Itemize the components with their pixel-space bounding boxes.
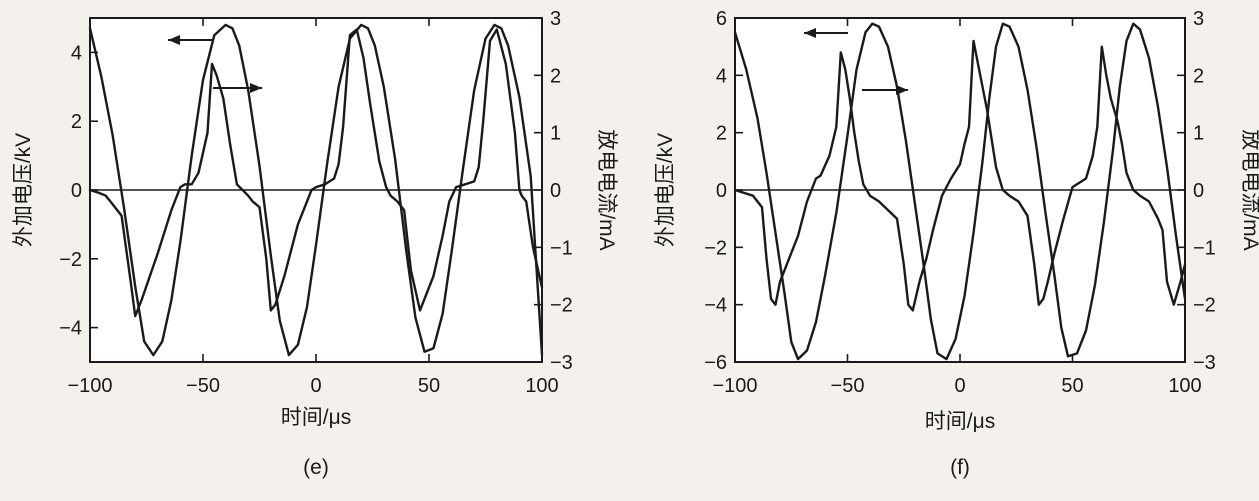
x-tick-label: 50 bbox=[1061, 375, 1083, 397]
series-line-current bbox=[733, 39, 1187, 312]
y-right-tick-label: −1 bbox=[1193, 237, 1216, 259]
y-right-tick-label: −1 bbox=[550, 237, 573, 259]
x-tick-label: −100 bbox=[67, 375, 112, 397]
x-tick-label: 0 bbox=[310, 375, 321, 397]
y-left-tick-label: 4 bbox=[71, 42, 82, 64]
y-left-axis-label: 外加电压/kV bbox=[654, 133, 677, 247]
series-line-voltage bbox=[88, 23, 544, 357]
y-right-tick-label: 0 bbox=[1193, 180, 1204, 202]
x-tick-label: −100 bbox=[712, 375, 757, 397]
y-right-tick-label: −3 bbox=[1193, 352, 1216, 374]
x-axis-label: 时间/μs bbox=[281, 406, 351, 429]
y-right-tick-label: 1 bbox=[550, 123, 561, 145]
panel-label: (f) bbox=[950, 456, 970, 479]
y-left-tick-label: −2 bbox=[704, 237, 727, 259]
y-right-tick-label: −2 bbox=[550, 295, 573, 317]
y-right-tick-label: −3 bbox=[550, 352, 573, 374]
y-right-tick-label: −2 bbox=[1193, 295, 1216, 317]
y-left-tick-label: 4 bbox=[716, 65, 727, 87]
y-left-tick-label: 0 bbox=[71, 180, 82, 202]
y-left-tick-label: 2 bbox=[716, 123, 727, 145]
panel-label: (e) bbox=[303, 456, 329, 479]
y-right-tick-label: 1 bbox=[1193, 123, 1204, 145]
y-left-tick-label: −6 bbox=[704, 352, 727, 374]
series-line-current bbox=[88, 28, 544, 318]
y-right-tick-label: 0 bbox=[550, 180, 561, 202]
y-right-axis-label: 放电电流/mA bbox=[1239, 129, 1259, 250]
y-right-axis-label: 放电电流/mA bbox=[595, 129, 618, 250]
chart-panel-e: −100 −50 0 50 100 −4 −2 0 2 4 −3 −2 −1 0 1 2 3 时间/μs 外加电压/… bbox=[12, 8, 618, 479]
arrow-left-icon bbox=[168, 35, 180, 45]
x-tick-label: 50 bbox=[418, 375, 440, 397]
x-tick-label: 100 bbox=[525, 375, 558, 397]
y-left-tick-label: 6 bbox=[716, 8, 727, 30]
arrow-left-icon bbox=[804, 28, 816, 38]
y-left-tick-label: −2 bbox=[59, 249, 82, 271]
arrow-right-icon bbox=[250, 83, 262, 93]
series-line-voltage bbox=[733, 22, 1187, 361]
y-right-tick-label: 2 bbox=[550, 65, 561, 87]
y-left-tick-label: −4 bbox=[704, 295, 727, 317]
chart-panel-f: −100 −50 0 50 100 −6 −4 −2 0 2 4 6 −3 −2 −1 0 1 2 3 时间/μs 外加… bbox=[654, 8, 1259, 479]
y-right-tick-label: 3 bbox=[1193, 8, 1204, 30]
y-left-tick-label: −4 bbox=[59, 318, 82, 340]
y-right-tick-label: 3 bbox=[550, 8, 561, 30]
y-left-tick-label: 0 bbox=[716, 180, 727, 202]
x-tick-label: −50 bbox=[186, 375, 220, 397]
y-left-axis-label: 外加电压/kV bbox=[12, 133, 35, 247]
x-axis-label: 时间/μs bbox=[925, 410, 995, 433]
y-right-tick-label: 2 bbox=[1193, 65, 1204, 87]
x-tick-label: −50 bbox=[831, 375, 865, 397]
y-left-tick-label: 2 bbox=[71, 111, 82, 133]
arrow-right-icon bbox=[896, 85, 908, 95]
x-tick-label: 100 bbox=[1168, 375, 1201, 397]
x-tick-label: 0 bbox=[954, 375, 965, 397]
